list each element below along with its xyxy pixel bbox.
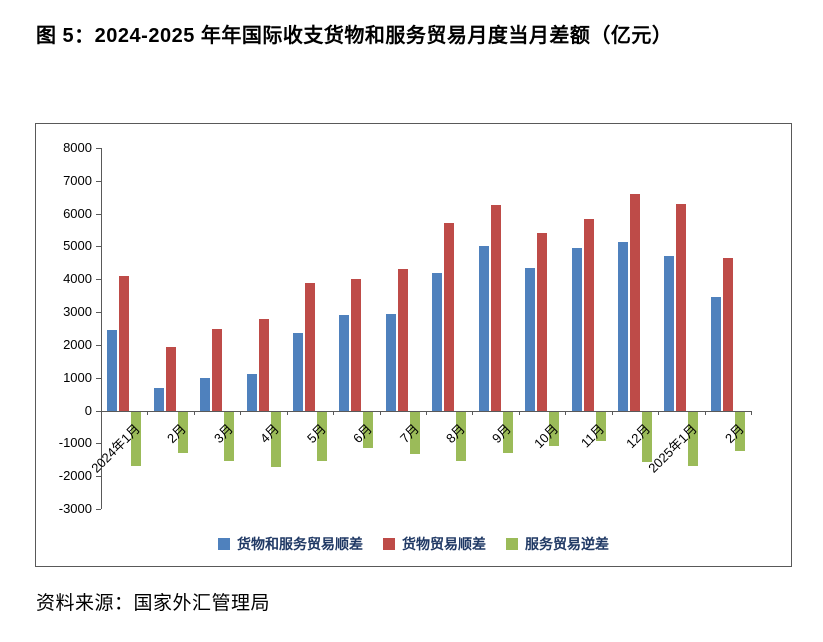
bar-goods-surplus — [165, 346, 176, 411]
bar-goods-services-surplus — [200, 377, 211, 411]
bar-goods-services-surplus — [339, 315, 350, 411]
chart-title: 图 5：2024-2025 年年国际收支货物和服务贸易月度当月差额（亿元） — [36, 25, 673, 47]
y-axis-tick — [96, 509, 101, 510]
chart-frame: 2024年1月 2月 3月 4月 5月 6月 7月 8月 9月 10月 11月 12月 2025年1月 2… — [35, 123, 792, 567]
bar-goods-services-surplus — [478, 246, 489, 411]
source-note: 资料来源：国家外汇管理局 — [36, 593, 271, 614]
y-axis-label: 4000 — [63, 271, 92, 287]
bar-goods-services-surplus — [710, 297, 721, 411]
bar-goods-services-surplus — [292, 333, 303, 411]
x-axis-tick — [286, 410, 288, 415]
legend-swatch — [506, 538, 518, 550]
x-axis-tick — [426, 410, 427, 415]
bar-goods-services-surplus — [525, 267, 536, 411]
bar-goods-services-surplus — [385, 313, 396, 411]
legend-label: 货物和服务贸易顺差 — [237, 536, 363, 552]
x-axis-tick — [101, 410, 102, 415]
bar-goods-services-surplus — [571, 248, 582, 411]
x-axis-tick — [333, 410, 335, 415]
y-axis-label: -3000 — [58, 501, 92, 516]
y-axis-tick — [96, 344, 101, 346]
legend-item: 货物贸易顺差 — [383, 534, 486, 554]
x-axis-tick — [751, 410, 752, 415]
y-axis-tick — [96, 180, 101, 182]
bar-services-deficit — [595, 411, 606, 442]
bar-goods-surplus — [258, 318, 269, 411]
y-axis-tick — [96, 148, 101, 149]
legend-swatch — [383, 538, 395, 550]
bar-services-deficit — [131, 411, 142, 466]
bar-services-deficit — [270, 411, 281, 468]
legend-label: 服务贸易逆差 — [525, 536, 609, 552]
y-axis-label: 3000 — [63, 304, 92, 320]
x-axis-tick — [147, 410, 149, 415]
y-axis-label: 6000 — [63, 205, 92, 221]
bar-goods-services-surplus — [246, 374, 257, 411]
bar-goods-surplus — [119, 275, 130, 411]
bar-services-deficit — [641, 411, 652, 463]
legend-label: 货物贸易顺差 — [402, 536, 486, 552]
x-axis-tick — [193, 410, 195, 415]
y-axis-tick — [96, 476, 101, 478]
x-axis-tick — [565, 410, 567, 415]
bar-services-deficit — [502, 411, 513, 453]
bar-services-deficit — [549, 411, 560, 446]
bar-goods-surplus — [304, 282, 315, 411]
bar-services-deficit — [224, 411, 235, 461]
bar-goods-services-surplus — [664, 256, 675, 411]
y-axis-label: 2000 — [63, 336, 92, 352]
bar-goods-surplus — [537, 233, 548, 411]
x-axis-tick — [611, 410, 613, 415]
bar-goods-surplus — [583, 218, 594, 411]
bar-goods-services-surplus — [617, 241, 628, 411]
bar-goods-services-surplus — [432, 272, 443, 411]
x-axis-tick — [472, 410, 474, 415]
x-axis-tick — [704, 410, 706, 415]
chart-legend: 货物和服务贸易顺差 货物贸易顺差 服务贸易逆差 — [36, 534, 791, 554]
bar-goods-surplus — [444, 223, 455, 411]
plot-area: 2024年1月 2月 3月 4月 5月 6月 7月 8月 9月 10月 11月 12月 2025年1月 2… — [88, 148, 752, 510]
bar-goods-surplus — [722, 257, 733, 411]
bar-goods-surplus — [490, 205, 501, 411]
bar-goods-services-surplus — [153, 387, 164, 411]
bar-goods-surplus — [212, 328, 223, 411]
y-axis-label: 1000 — [63, 369, 92, 385]
y-axis-label: -1000 — [58, 435, 92, 451]
x-axis-tick — [379, 410, 381, 415]
bar-goods-surplus — [676, 203, 687, 411]
y-axis-tick — [96, 312, 101, 314]
legend-item: 货物和服务贸易顺差 — [218, 534, 363, 554]
y-axis-label: 5000 — [63, 238, 92, 254]
bar-services-deficit — [177, 411, 188, 453]
bar-services-deficit — [734, 411, 745, 451]
x-axis-tick — [658, 410, 660, 415]
y-axis-tick — [96, 246, 101, 248]
y-axis-tick — [96, 377, 101, 379]
bar-goods-surplus — [397, 269, 408, 411]
bar-goods-surplus — [629, 193, 640, 411]
bar-goods-surplus — [351, 279, 362, 411]
y-axis-tick — [96, 279, 101, 281]
bar-services-deficit — [363, 411, 374, 448]
y-axis-label: -2000 — [58, 468, 92, 484]
y-axis-tick — [96, 443, 101, 445]
bar-goods-services-surplus — [107, 330, 118, 411]
bar-services-deficit — [456, 411, 467, 461]
x-axis-tick — [240, 410, 242, 415]
y-axis-line — [101, 148, 102, 509]
bar-services-deficit — [409, 411, 420, 455]
legend-item: 服务贸易逆差 — [506, 534, 609, 554]
bar-services-deficit — [316, 411, 327, 461]
x-axis-tick — [518, 410, 520, 415]
legend-swatch — [218, 538, 230, 550]
bar-services-deficit — [688, 411, 699, 466]
y-axis-tick — [96, 410, 101, 412]
y-axis-tick — [96, 213, 101, 215]
y-axis-label: 8000 — [63, 140, 92, 155]
y-axis-label: 0 — [84, 402, 92, 418]
y-axis-label: 7000 — [63, 172, 92, 188]
